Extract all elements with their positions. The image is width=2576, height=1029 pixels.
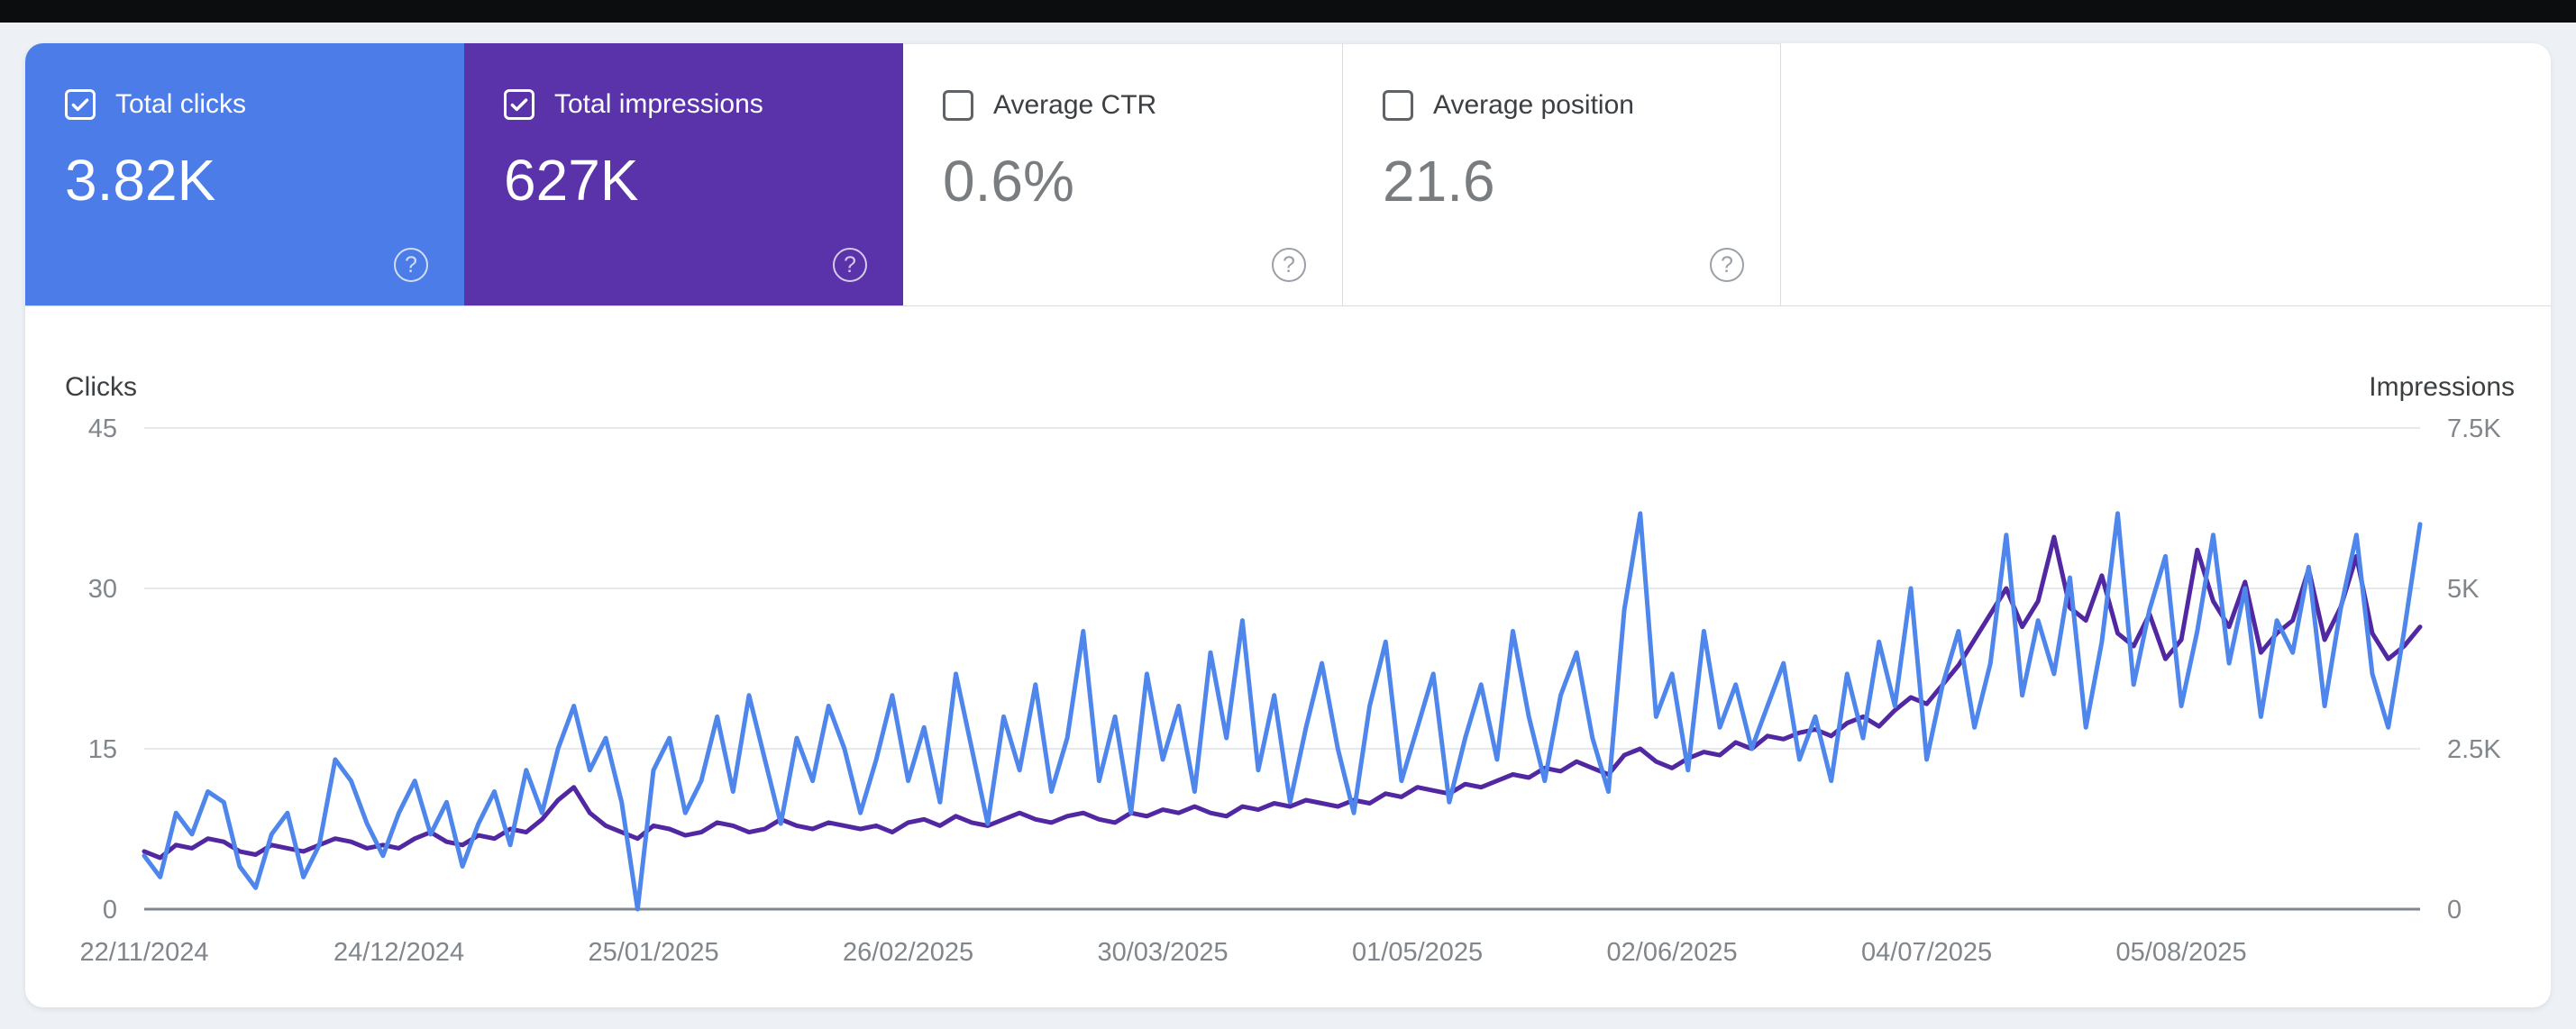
metric-tile-total-impressions[interactable]: Total impressions 627K ? bbox=[464, 43, 903, 305]
x-axis-tick: 01/05/2025 bbox=[1352, 938, 1483, 967]
check-icon bbox=[71, 98, 89, 112]
metric-tile-total-clicks[interactable]: Total clicks 3.82K ? bbox=[25, 43, 464, 305]
right-axis-title: Impressions bbox=[2369, 372, 2515, 402]
right-axis-tick: 5K bbox=[2447, 575, 2480, 604]
tile-header: Average CTR bbox=[943, 89, 1342, 122]
help-icon[interactable]: ? bbox=[833, 248, 867, 282]
metric-tile-average-position[interactable]: Average position 21.6 ? bbox=[1342, 43, 1781, 305]
x-axis-tick: 26/02/2025 bbox=[843, 938, 973, 967]
tile-label: Total impressions bbox=[554, 89, 763, 119]
left-axis-tick: 0 bbox=[103, 896, 117, 924]
check-icon bbox=[510, 98, 528, 112]
x-axis-tick: 02/06/2025 bbox=[1607, 938, 1738, 967]
tile-value: 3.82K bbox=[65, 148, 216, 213]
tile-value: 21.6 bbox=[1383, 149, 1495, 214]
total-impressions-checkbox[interactable] bbox=[504, 89, 534, 120]
tile-header: Total clicks bbox=[65, 88, 464, 121]
left-axis-title: Clicks bbox=[65, 372, 137, 402]
impressions-line bbox=[142, 534, 2423, 861]
metric-tile-average-ctr[interactable]: Average CTR 0.6% ? bbox=[903, 43, 1342, 305]
left-axis-tick: 45 bbox=[88, 414, 117, 443]
x-axis-tick: 22/11/2024 bbox=[80, 938, 209, 967]
left-axis-tick: 30 bbox=[88, 575, 117, 604]
performance-chart: 0 0 15 2.5K 30 5K 45 7.5K Clicks Impressions 22/11… bbox=[65, 372, 2515, 967]
tile-label: Average CTR bbox=[993, 90, 1157, 120]
tile-label: Average position bbox=[1433, 90, 1634, 120]
right-axis-tick: 0 bbox=[2447, 896, 2462, 924]
tile-label: Total clicks bbox=[115, 89, 247, 119]
x-axis-tick: 30/03/2025 bbox=[1097, 938, 1228, 967]
right-axis-tick: 2.5K bbox=[2447, 735, 2501, 764]
tile-value: 627K bbox=[504, 148, 639, 213]
help-icon[interactable]: ? bbox=[1710, 248, 1744, 282]
total-clicks-checkbox[interactable] bbox=[65, 89, 96, 120]
x-axis-tick: 25/01/2025 bbox=[588, 938, 718, 967]
left-axis-tick: 15 bbox=[88, 735, 117, 764]
help-icon[interactable]: ? bbox=[1272, 248, 1306, 282]
tile-header: Average position bbox=[1383, 89, 1780, 122]
tile-value: 0.6% bbox=[943, 149, 1074, 214]
average-position-checkbox[interactable] bbox=[1383, 90, 1413, 121]
help-icon[interactable]: ? bbox=[394, 248, 428, 282]
x-axis-tick: 24/12/2024 bbox=[333, 938, 464, 967]
tile-header: Total impressions bbox=[504, 88, 903, 121]
x-axis-tick: 05/08/2025 bbox=[2116, 938, 2247, 967]
right-axis-tick: 7.5K bbox=[2447, 414, 2501, 443]
average-ctr-checkbox[interactable] bbox=[943, 90, 973, 121]
performance-card: Total clicks 3.82K ? Total impressions 6… bbox=[25, 43, 2551, 1007]
x-axis-tick: 04/07/2025 bbox=[1861, 938, 1992, 967]
clicks-line bbox=[142, 511, 2423, 912]
top-black-strip bbox=[0, 0, 2576, 23]
metric-tiles-row: Total clicks 3.82K ? Total impressions 6… bbox=[25, 43, 2551, 306]
